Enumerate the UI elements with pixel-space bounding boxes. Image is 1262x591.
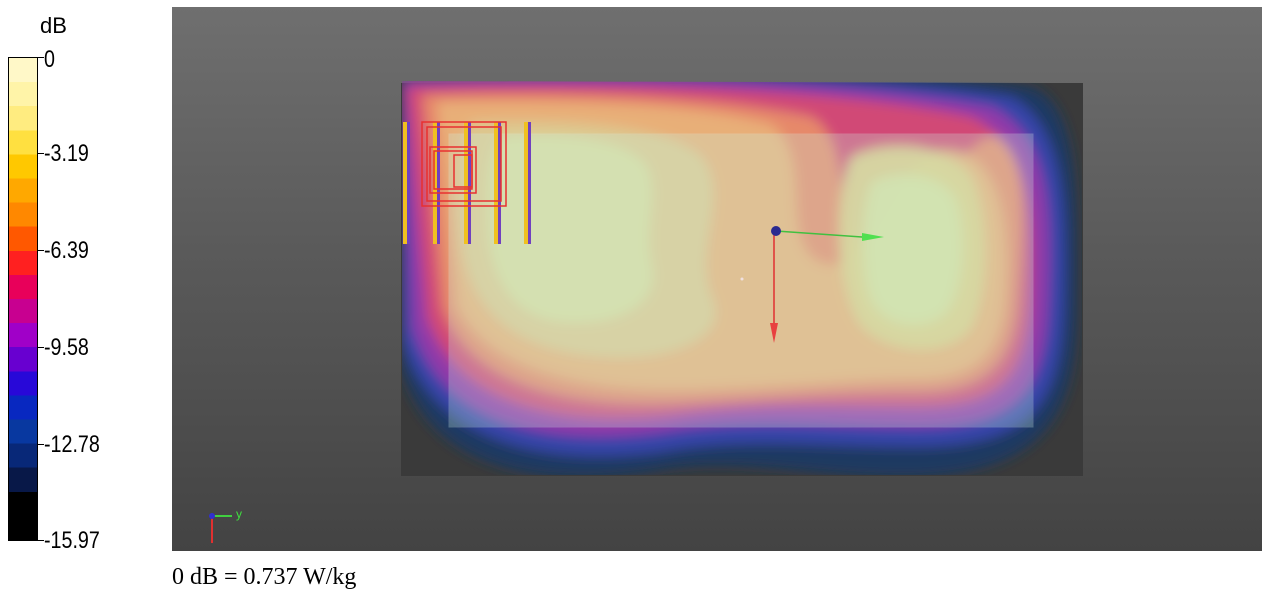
legend-tick-label-4: -12.78 <box>44 431 100 458</box>
antenna-bar <box>498 122 501 244</box>
axis-arrowhead-x <box>770 323 778 343</box>
max-point-marker <box>740 277 744 281</box>
legend-tick-mark <box>38 250 44 251</box>
antenna-bar <box>437 122 440 244</box>
legend-tick-label-5: -15.97 <box>44 527 100 554</box>
triad-y-label: y <box>236 507 242 521</box>
antenna-bar <box>468 122 471 244</box>
antenna-bar <box>403 122 407 244</box>
legend-tick-mark <box>38 444 44 445</box>
legend-tick-mark <box>38 153 44 154</box>
sar-heatmap <box>402 81 1078 475</box>
origin-axes <box>740 226 884 343</box>
legend-tick-label-2: -6.39 <box>44 237 89 264</box>
triad-z-axis <box>209 513 215 519</box>
axis-arrow-y <box>775 230 863 238</box>
orientation-triad: y <box>209 507 242 543</box>
legend-tick-label-0: 0 <box>44 46 55 73</box>
3d-viewport[interactable]: y <box>172 7 1262 551</box>
legend-tick-label-3: -9.58 <box>44 334 89 361</box>
legend-unit-label: dB <box>40 13 67 38</box>
sar-distribution-scene: y <box>209 81 1083 543</box>
legend-color-bar <box>8 57 38 541</box>
antenna-frame <box>453 154 473 188</box>
legend-tick-mark <box>38 540 44 541</box>
legend-tick-mark <box>38 57 44 58</box>
color-scale-legend: dB 0 -3.19 -6.39 -9.58 -12.78 -15.97 <box>0 0 170 560</box>
antenna-bar <box>494 122 498 244</box>
device-outline <box>448 133 1034 428</box>
legend-tick-label-1: -3.19 <box>44 140 89 167</box>
reference-value-caption: 0 dB = 0.737 W/kg <box>172 564 357 590</box>
antenna-bar <box>524 122 528 244</box>
antenna-bar <box>433 122 437 244</box>
antenna-bar <box>528 122 531 244</box>
legend-tick-mark <box>38 347 44 348</box>
antenna-frame <box>426 126 502 202</box>
antenna-structure <box>403 121 531 244</box>
axis-arrowhead-y <box>862 233 884 241</box>
antenna-bar <box>407 122 410 244</box>
antenna-frame <box>421 121 507 207</box>
antenna-bar <box>464 122 468 244</box>
contour-core-right <box>863 174 963 325</box>
antenna-frame <box>429 146 477 194</box>
origin-point <box>771 226 781 236</box>
